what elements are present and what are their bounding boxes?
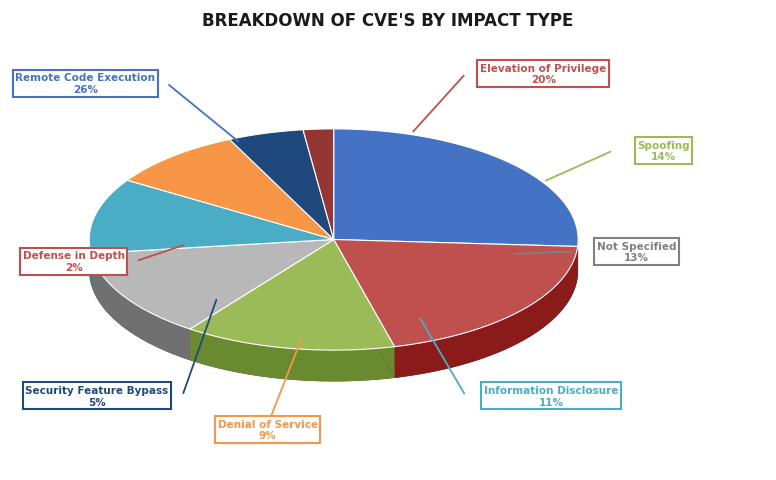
Polygon shape <box>91 254 190 360</box>
Polygon shape <box>190 240 334 360</box>
Polygon shape <box>334 240 577 278</box>
Text: Denial of Service
9%: Denial of Service 9% <box>217 419 318 440</box>
Polygon shape <box>334 240 394 378</box>
Polygon shape <box>89 240 91 285</box>
Polygon shape <box>190 240 334 360</box>
Polygon shape <box>334 240 394 378</box>
Polygon shape <box>127 140 334 240</box>
Text: Not Specified
13%: Not Specified 13% <box>597 241 676 263</box>
Polygon shape <box>334 240 577 347</box>
Text: Spoofing
14%: Spoofing 14% <box>637 141 690 162</box>
Polygon shape <box>91 240 334 285</box>
Polygon shape <box>303 130 334 240</box>
Polygon shape <box>190 240 394 350</box>
Polygon shape <box>230 131 334 240</box>
Polygon shape <box>91 240 334 285</box>
Polygon shape <box>334 130 578 247</box>
Polygon shape <box>334 240 577 278</box>
Polygon shape <box>89 240 578 382</box>
Text: Information Disclosure
11%: Information Disclosure 11% <box>483 385 618 407</box>
Text: Elevation of Privilege
20%: Elevation of Privilege 20% <box>480 64 606 85</box>
Polygon shape <box>91 240 334 329</box>
Text: Defense in Depth
2%: Defense in Depth 2% <box>23 251 125 272</box>
Text: BREAKDOWN OF CVE'S BY IMPACT TYPE: BREAKDOWN OF CVE'S BY IMPACT TYPE <box>203 12 573 30</box>
Text: Security Feature Bypass
5%: Security Feature Bypass 5% <box>26 385 168 407</box>
Polygon shape <box>89 181 334 254</box>
Polygon shape <box>394 247 577 378</box>
Text: Remote Code Execution
26%: Remote Code Execution 26% <box>16 73 155 95</box>
Polygon shape <box>190 329 394 382</box>
